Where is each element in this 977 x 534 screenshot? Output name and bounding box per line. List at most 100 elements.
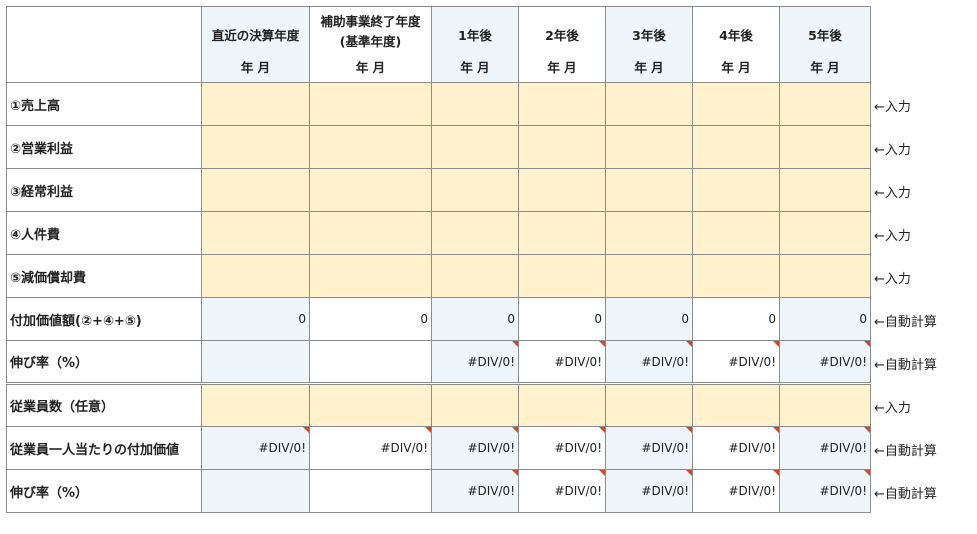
input-cell[interactable] <box>431 82 519 126</box>
table-row: ①売上高 <box>6 82 871 126</box>
input-cell[interactable] <box>692 254 780 298</box>
input-cell[interactable] <box>309 168 432 212</box>
input-cell[interactable] <box>431 211 519 255</box>
value-cell[interactable]: #DIV/0! <box>605 469 693 513</box>
input-cell[interactable] <box>779 125 871 169</box>
value-cell[interactable]: #DIV/0! <box>779 469 871 513</box>
input-cell[interactable] <box>518 382 606 427</box>
row-label: ①売上高 <box>6 82 202 126</box>
input-cell[interactable] <box>779 382 871 427</box>
value-cell[interactable] <box>201 340 310 384</box>
column-header[interactable]: 1年後年 月 <box>431 6 519 83</box>
value-cell[interactable]: #DIV/0! <box>692 426 780 470</box>
value-cell[interactable]: 0 <box>201 297 310 341</box>
column-subtitle: (基準年度) <box>339 34 402 49</box>
column-header[interactable]: 4年後年 月 <box>692 6 780 83</box>
value-cell[interactable]: #DIV/0! <box>605 426 693 470</box>
value-cell[interactable]: 0 <box>692 297 780 341</box>
value-cell[interactable] <box>201 469 310 513</box>
column-header[interactable]: 直近の決算年度年 月 <box>201 6 310 83</box>
value-cell[interactable]: #DIV/0! <box>309 426 432 470</box>
row-note: ←入力 <box>874 186 911 201</box>
table-row: ④人件費 <box>6 211 871 255</box>
column-date: 年 月 <box>460 60 490 75</box>
input-cell[interactable] <box>201 382 310 427</box>
value-cell[interactable] <box>309 469 432 513</box>
value-cell[interactable]: #DIV/0! <box>431 340 519 384</box>
column-title: 2年後 <box>545 28 579 43</box>
value-cell[interactable]: 0 <box>518 297 606 341</box>
input-cell[interactable] <box>692 168 780 212</box>
column-header[interactable]: 2年後年 月 <box>518 6 606 83</box>
input-cell[interactable] <box>201 125 310 169</box>
value-cell[interactable]: #DIV/0! <box>431 426 519 470</box>
input-cell[interactable] <box>309 254 432 298</box>
value-cell[interactable] <box>309 340 432 384</box>
input-cell[interactable] <box>518 168 606 212</box>
input-cell[interactable] <box>518 254 606 298</box>
input-cell[interactable] <box>518 211 606 255</box>
input-cell[interactable] <box>605 125 693 169</box>
row-label: ②営業利益 <box>6 125 202 169</box>
row-label: ③経常利益 <box>6 168 202 212</box>
row-note: ←入力 <box>874 272 911 287</box>
input-cell[interactable] <box>692 125 780 169</box>
value-cell[interactable]: #DIV/0! <box>201 426 310 470</box>
input-cell[interactable] <box>431 254 519 298</box>
column-date: 年 月 <box>547 60 577 75</box>
row-label: ④人件費 <box>6 211 202 255</box>
value-cell[interactable]: #DIV/0! <box>605 340 693 384</box>
input-cell[interactable] <box>605 211 693 255</box>
input-cell[interactable] <box>605 382 693 427</box>
input-cell[interactable] <box>431 382 519 427</box>
row-label: 従業員一人当たりの付加価値 <box>6 426 202 470</box>
value-cell[interactable]: 0 <box>605 297 693 341</box>
value-cell[interactable]: #DIV/0! <box>779 426 871 470</box>
input-cell[interactable] <box>201 254 310 298</box>
input-cell[interactable] <box>309 382 432 427</box>
value-cell[interactable]: 0 <box>431 297 519 341</box>
value-cell[interactable]: #DIV/0! <box>692 469 780 513</box>
column-header[interactable]: 5年後年 月 <box>779 6 871 83</box>
value-cell[interactable]: #DIV/0! <box>518 469 606 513</box>
value-cell[interactable]: 0 <box>309 297 432 341</box>
input-cell[interactable] <box>692 382 780 427</box>
value-cell[interactable]: #DIV/0! <box>779 340 871 384</box>
column-date: 年 月 <box>240 60 271 75</box>
column-date: 年 月 <box>810 60 840 75</box>
input-cell[interactable] <box>605 254 693 298</box>
input-cell[interactable] <box>518 125 606 169</box>
input-cell[interactable] <box>201 82 310 126</box>
input-cell[interactable] <box>309 211 432 255</box>
input-cell[interactable] <box>518 82 606 126</box>
input-cell[interactable] <box>605 82 693 126</box>
input-cell[interactable] <box>692 82 780 126</box>
table-row: 従業員数（任意） <box>6 382 871 427</box>
input-cell[interactable] <box>431 125 519 169</box>
input-cell[interactable] <box>779 82 871 126</box>
input-cell[interactable] <box>779 211 871 255</box>
input-cell[interactable] <box>779 168 871 212</box>
input-cell[interactable] <box>692 211 780 255</box>
input-cell[interactable] <box>431 168 519 212</box>
value-cell[interactable]: #DIV/0! <box>518 426 606 470</box>
input-cell[interactable] <box>309 82 432 126</box>
column-header[interactable]: 3年後年 月 <box>605 6 693 83</box>
table-row: ⑤減価償却費 <box>6 254 871 298</box>
column-title: 5年後 <box>808 28 842 43</box>
value-cell[interactable]: #DIV/0! <box>431 469 519 513</box>
column-header[interactable]: 補助事業終了年度 (基準年度) 年 月 <box>309 6 432 83</box>
column-title: 1年後 <box>458 28 492 43</box>
value-cell[interactable]: #DIV/0! <box>518 340 606 384</box>
input-cell[interactable] <box>201 168 310 212</box>
value-cell[interactable]: 0 <box>779 297 871 341</box>
value-cell[interactable]: #DIV/0! <box>692 340 780 384</box>
column-title: 4年後 <box>719 28 753 43</box>
input-cell[interactable] <box>309 125 432 169</box>
input-cell[interactable] <box>605 168 693 212</box>
input-cell[interactable] <box>201 211 310 255</box>
input-cell[interactable] <box>779 254 871 298</box>
table-row: 伸び率（%） #DIV/0! #DIV/0! #DIV/0! #DIV/0! #DIV/0… <box>6 340 871 384</box>
